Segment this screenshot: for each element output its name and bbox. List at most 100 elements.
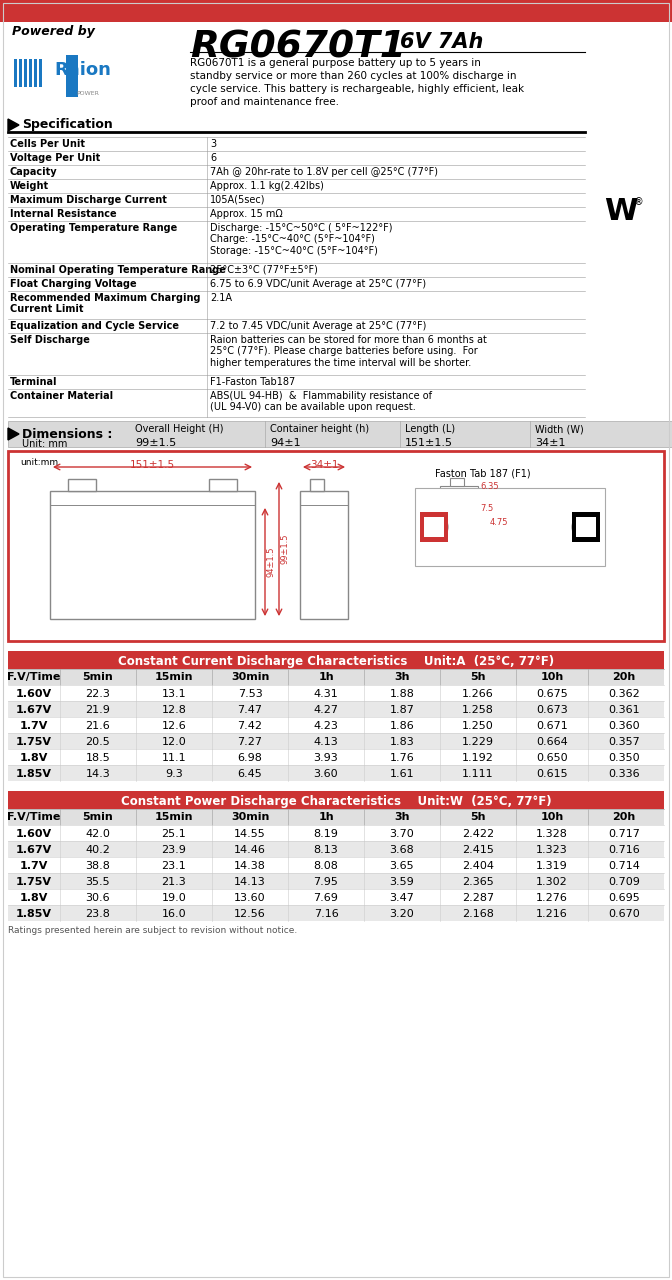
Text: 1h: 1h — [318, 812, 334, 822]
Text: Discharge: -15°C~50°C ( 5°F~122°F): Discharge: -15°C~50°C ( 5°F~122°F) — [210, 223, 392, 233]
Bar — [576, 517, 596, 538]
Text: 0.716: 0.716 — [608, 845, 640, 855]
Text: 12.56: 12.56 — [234, 909, 266, 919]
Text: 14.46: 14.46 — [234, 845, 266, 855]
Bar — [310, 479, 324, 492]
Text: unit:mm: unit:mm — [20, 458, 58, 467]
Text: 30min: 30min — [230, 812, 269, 822]
Text: 3.59: 3.59 — [390, 877, 415, 887]
Bar — [14, 59, 17, 87]
Text: 13.1: 13.1 — [162, 689, 186, 699]
Text: 1.88: 1.88 — [390, 689, 415, 699]
Text: 1.111: 1.111 — [462, 769, 494, 780]
Bar — [300, 492, 348, 620]
Text: 8.13: 8.13 — [314, 845, 339, 855]
Text: 3.65: 3.65 — [390, 861, 415, 870]
Text: 40.2: 40.2 — [85, 845, 110, 855]
Text: 7.53: 7.53 — [238, 689, 262, 699]
Text: 34±1: 34±1 — [310, 460, 338, 470]
Text: 3.68: 3.68 — [390, 845, 415, 855]
Text: 7.42: 7.42 — [237, 721, 263, 731]
Text: Current Limit: Current Limit — [10, 305, 83, 315]
Text: Raion batteries can be stored for more than 6 months at: Raion batteries can be stored for more t… — [210, 335, 487, 346]
Text: 3.70: 3.70 — [390, 829, 415, 838]
Text: 1.75V: 1.75V — [16, 737, 52, 748]
Text: 34±1: 34±1 — [535, 438, 566, 448]
Bar — [8, 669, 664, 685]
Text: 1.302: 1.302 — [536, 877, 568, 887]
Text: Weight: Weight — [10, 180, 49, 191]
Text: 0.362: 0.362 — [608, 689, 640, 699]
Text: 1.8V: 1.8V — [19, 893, 48, 902]
Text: 21.6: 21.6 — [85, 721, 110, 731]
Bar — [209, 479, 237, 492]
Text: 0.673: 0.673 — [536, 705, 568, 716]
Text: 1.328: 1.328 — [536, 829, 568, 838]
Text: standby service or more than 260 cycles at 100% discharge in: standby service or more than 260 cycles … — [190, 70, 517, 81]
Text: 8.19: 8.19 — [314, 829, 339, 838]
Bar — [39, 59, 42, 87]
Text: W: W — [604, 197, 638, 227]
Text: Nominal Operating Temperature Range: Nominal Operating Temperature Range — [10, 265, 226, 275]
Text: Charge: -15°C~40°C (5°F~104°F): Charge: -15°C~40°C (5°F~104°F) — [210, 234, 375, 244]
Text: 0.671: 0.671 — [536, 721, 568, 731]
Bar — [450, 504, 465, 520]
Text: 151±1.5: 151±1.5 — [405, 438, 453, 448]
Bar — [8, 652, 664, 669]
Text: Overall Height (H): Overall Height (H) — [135, 424, 224, 434]
Bar — [8, 749, 664, 765]
Text: 0.714: 0.714 — [608, 861, 640, 870]
Text: 2.287: 2.287 — [462, 893, 494, 902]
Text: 1.61: 1.61 — [390, 769, 415, 780]
Text: 2.404: 2.404 — [462, 861, 494, 870]
Text: 2.415: 2.415 — [462, 845, 494, 855]
Text: 3h: 3h — [394, 672, 410, 682]
Text: 0.336: 0.336 — [608, 769, 640, 780]
Bar — [440, 486, 478, 534]
Text: 25.1: 25.1 — [162, 829, 186, 838]
Bar — [8, 841, 664, 858]
Text: 23.9: 23.9 — [161, 845, 186, 855]
Text: Terminal: Terminal — [10, 378, 58, 387]
Text: 7.47: 7.47 — [237, 705, 263, 716]
Text: 15min: 15min — [155, 812, 194, 822]
Text: Constant Power Discharge Characteristics    Unit:W  (25°C, 77°F): Constant Power Discharge Characteristics… — [121, 795, 551, 808]
Text: 1.7V: 1.7V — [19, 861, 48, 870]
Text: 1.76: 1.76 — [390, 753, 415, 763]
Bar — [8, 905, 664, 922]
Text: F1-Faston Tab187: F1-Faston Tab187 — [210, 378, 295, 387]
Bar — [68, 479, 96, 492]
Bar — [8, 890, 664, 905]
Text: 3: 3 — [210, 140, 216, 148]
Text: proof and maintenance free.: proof and maintenance free. — [190, 97, 339, 108]
Text: 4.27: 4.27 — [314, 705, 339, 716]
Text: 1.276: 1.276 — [536, 893, 568, 902]
Bar — [420, 512, 448, 541]
Text: 20.5: 20.5 — [85, 737, 110, 748]
Text: Raion: Raion — [54, 61, 111, 79]
Bar — [8, 701, 664, 717]
Text: 0.664: 0.664 — [536, 737, 568, 748]
Bar — [8, 809, 664, 826]
Text: 42.0: 42.0 — [85, 829, 110, 838]
Text: 14.55: 14.55 — [234, 829, 266, 838]
Bar — [8, 451, 664, 641]
Text: 30.6: 30.6 — [86, 893, 110, 902]
Text: Dimensions :: Dimensions : — [22, 428, 112, 442]
Text: 20h: 20h — [612, 812, 636, 822]
Text: 3.60: 3.60 — [314, 769, 338, 780]
Text: Constant Current Discharge Characteristics    Unit:A  (25°C, 77°F): Constant Current Discharge Characteristi… — [118, 655, 554, 668]
Bar — [0, 22, 672, 132]
Text: 1.83: 1.83 — [390, 737, 415, 748]
Text: ABS(UL 94-HB)  &  Flammability resistance of: ABS(UL 94-HB) & Flammability resistance … — [210, 390, 432, 401]
Text: Voltage Per Unit: Voltage Per Unit — [10, 154, 100, 163]
Bar — [8, 717, 664, 733]
Text: 3.20: 3.20 — [390, 909, 415, 919]
Text: 2.365: 2.365 — [462, 877, 494, 887]
Text: 0.709: 0.709 — [608, 877, 640, 887]
Text: 0.695: 0.695 — [608, 893, 640, 902]
Bar — [415, 488, 605, 566]
Text: 4.23: 4.23 — [314, 721, 339, 731]
Bar — [8, 873, 664, 890]
Text: 4.13: 4.13 — [314, 737, 339, 748]
